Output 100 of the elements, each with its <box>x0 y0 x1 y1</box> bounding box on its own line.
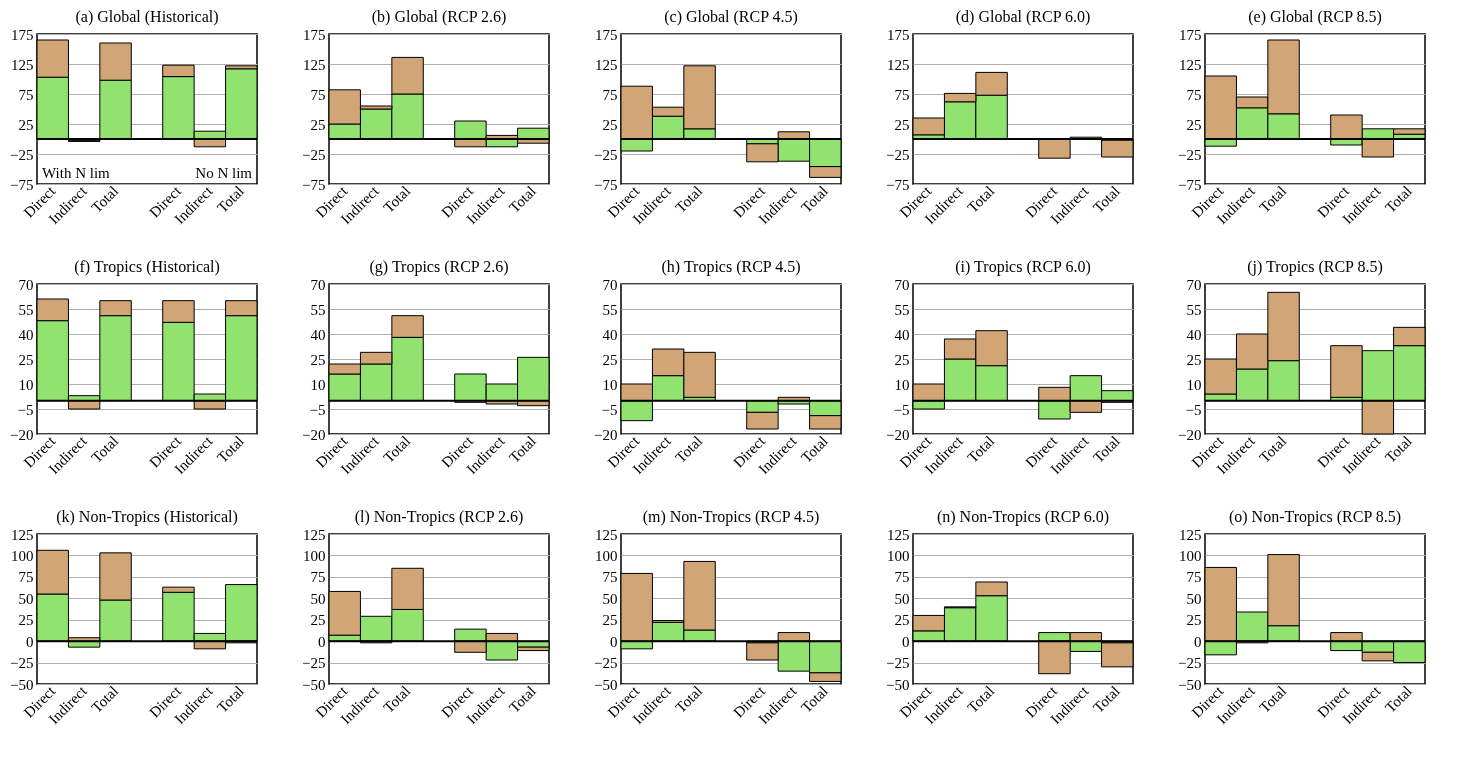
y-tick-label: 10 <box>602 376 618 393</box>
chart-title: (k) Non-Tropics (Historical) <box>56 508 238 526</box>
y-tick-label: 0 <box>902 633 910 650</box>
y-tick-label: 175 <box>887 26 910 43</box>
y-tick-label: 75 <box>310 86 326 103</box>
y-tick-label: 125 <box>11 56 34 73</box>
chart-title: (i) Tropics (RCP 6.0) <box>955 258 1091 276</box>
chart-title: (b) Global (RCP 2.6) <box>371 8 507 26</box>
y-tick-label: 25 <box>602 612 618 629</box>
y-tick-label: −25 <box>886 655 910 672</box>
chart-title: (j) Tropics (RCP 8.5) <box>1247 258 1383 276</box>
y-tick-label: −5 <box>17 401 34 418</box>
y-tick-label: 75 <box>894 86 910 103</box>
y-tick-label: 0 <box>26 633 34 650</box>
y-tick-label: −25 <box>302 146 326 163</box>
y-tick-label: −25 <box>594 655 618 672</box>
y-tick-label: 125 <box>595 526 618 543</box>
y-tick-label: 175 <box>303 26 326 43</box>
y-tick-label: 125 <box>1179 56 1202 73</box>
y-tick-label: 25 <box>1186 351 1202 368</box>
y-tick-label: −5 <box>309 401 326 418</box>
y-tick-label: 40 <box>894 326 910 343</box>
y-tick-label: 100 <box>1179 547 1202 564</box>
y-tick-label: −25 <box>1178 655 1202 672</box>
y-tick-label: 25 <box>310 116 326 133</box>
y-tick-label: 0 <box>318 633 326 650</box>
y-tick-label: 75 <box>310 569 326 586</box>
y-tick-label: −5 <box>601 401 618 418</box>
y-tick-label: 125 <box>11 526 34 543</box>
y-tick-label: 125 <box>303 526 326 543</box>
y-tick-label: 175 <box>1179 26 1202 43</box>
y-tick-label: 10 <box>1186 376 1202 393</box>
annotation: No N lim <box>195 165 253 181</box>
y-tick-label: −25 <box>10 146 34 163</box>
y-tick-label: 100 <box>303 547 326 564</box>
y-tick-label: 70 <box>310 276 326 293</box>
y-tick-label: 75 <box>602 569 618 586</box>
y-tick-label: −5 <box>1185 401 1202 418</box>
y-tick-label: 100 <box>887 547 910 564</box>
y-tick-label: 125 <box>887 56 910 73</box>
y-tick-label: 25 <box>310 612 326 629</box>
y-tick-label: 175 <box>11 26 34 43</box>
y-tick-label: 70 <box>1186 276 1202 293</box>
y-tick-label: 55 <box>602 301 618 318</box>
y-tick-label: 50 <box>1186 590 1202 607</box>
chart-title: (l) Non-Tropics (RCP 2.6) <box>354 508 524 526</box>
y-tick-label: −25 <box>594 146 618 163</box>
y-tick-label: 10 <box>18 376 34 393</box>
annotation: With N lim <box>42 165 111 181</box>
y-tick-label: 100 <box>11 547 34 564</box>
y-tick-label: 125 <box>303 56 326 73</box>
y-tick-label: 75 <box>894 569 910 586</box>
y-tick-label: 40 <box>18 326 34 343</box>
y-tick-label: 25 <box>602 116 618 133</box>
y-tick-label: 75 <box>18 569 34 586</box>
chart-title: (n) Non-Tropics (RCP 6.0) <box>936 508 1110 526</box>
chart-title: (e) Global (RCP 8.5) <box>1248 8 1382 26</box>
y-tick-label: 25 <box>1186 612 1202 629</box>
y-tick-label: −25 <box>302 655 326 672</box>
y-tick-label: 25 <box>310 351 326 368</box>
y-tick-label: 40 <box>310 326 326 343</box>
y-tick-label: −25 <box>886 146 910 163</box>
y-tick-label: −25 <box>10 655 34 672</box>
y-tick-label: −5 <box>893 401 910 418</box>
chart-title: (o) Non-Tropics (RCP 8.5) <box>1228 508 1402 526</box>
chart-title: (d) Global (RCP 6.0) <box>955 8 1091 26</box>
y-tick-label: 125 <box>887 526 910 543</box>
y-tick-label: 25 <box>894 116 910 133</box>
y-tick-label: 125 <box>1179 526 1202 543</box>
y-tick-label: 25 <box>894 351 910 368</box>
y-tick-label: 75 <box>1186 86 1202 103</box>
chart-title: (m) Non-Tropics (RCP 4.5) <box>642 508 820 526</box>
y-tick-label: 55 <box>894 301 910 318</box>
y-tick-label: 70 <box>894 276 910 293</box>
y-tick-label: 75 <box>602 86 618 103</box>
y-tick-label: 25 <box>18 116 34 133</box>
y-tick-label: 175 <box>595 26 618 43</box>
y-tick-label: 50 <box>602 590 618 607</box>
y-tick-label: 55 <box>310 301 326 318</box>
y-tick-label: 70 <box>602 276 618 293</box>
y-tick-label: 40 <box>602 326 618 343</box>
chart-title: (c) Global (RCP 4.5) <box>664 8 798 26</box>
y-tick-label: 75 <box>1186 569 1202 586</box>
y-tick-label: 75 <box>18 86 34 103</box>
chart-title: (g) Tropics (RCP 2.6) <box>369 258 509 276</box>
chart-title: (h) Tropics (RCP 4.5) <box>661 258 801 276</box>
y-tick-label: 100 <box>595 547 618 564</box>
y-tick-label: −25 <box>1178 146 1202 163</box>
y-tick-label: 25 <box>894 612 910 629</box>
y-tick-label: 125 <box>595 56 618 73</box>
y-tick-label: 50 <box>18 590 34 607</box>
y-tick-label: 25 <box>18 351 34 368</box>
y-tick-label: 25 <box>602 351 618 368</box>
y-tick-label: 0 <box>1194 633 1202 650</box>
chart-title: (a) Global (Historical) <box>75 8 219 26</box>
y-tick-label: 25 <box>18 612 34 629</box>
y-tick-label: 0 <box>610 633 618 650</box>
y-tick-label: 10 <box>310 376 326 393</box>
y-tick-label: 55 <box>18 301 34 318</box>
y-tick-label: 50 <box>894 590 910 607</box>
